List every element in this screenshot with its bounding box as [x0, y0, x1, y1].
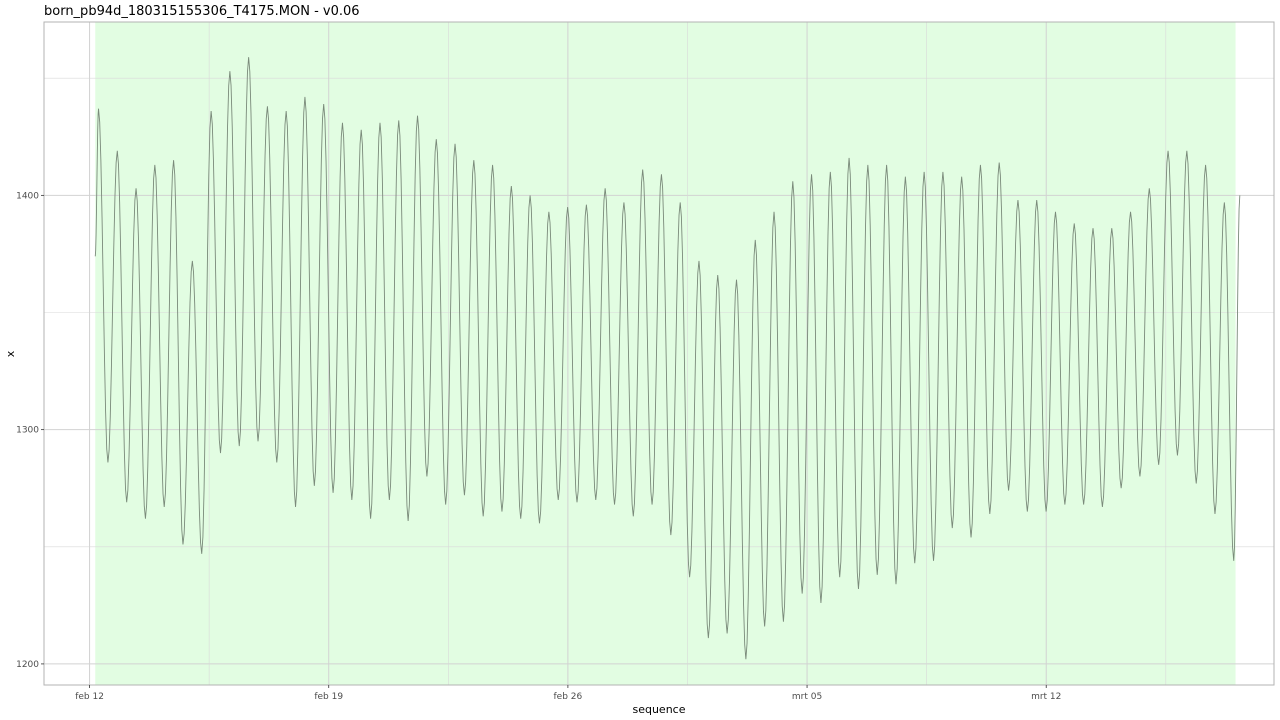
series-line [94, 57, 1241, 660]
x-axis-title: sequence [632, 703, 685, 716]
chart-title: born_pb94d_180315155306_T4175.MON - v0.0… [44, 4, 360, 19]
plot-border [43, 21, 1275, 686]
y-tick-label: 1400 [16, 191, 39, 201]
y-tick-label: 1300 [16, 426, 39, 436]
y-tick-label: 1200 [16, 660, 39, 670]
y-axis-title: x [4, 350, 17, 357]
x-tick-label: feb 26 [554, 692, 583, 702]
x-tick-label: mrt 05 [792, 692, 822, 702]
x-tick-label: mrt 12 [1031, 692, 1061, 702]
highlight-band [95, 22, 1236, 685]
x-tick-label: feb 19 [314, 692, 343, 702]
x-tick-label: feb 12 [75, 692, 104, 702]
